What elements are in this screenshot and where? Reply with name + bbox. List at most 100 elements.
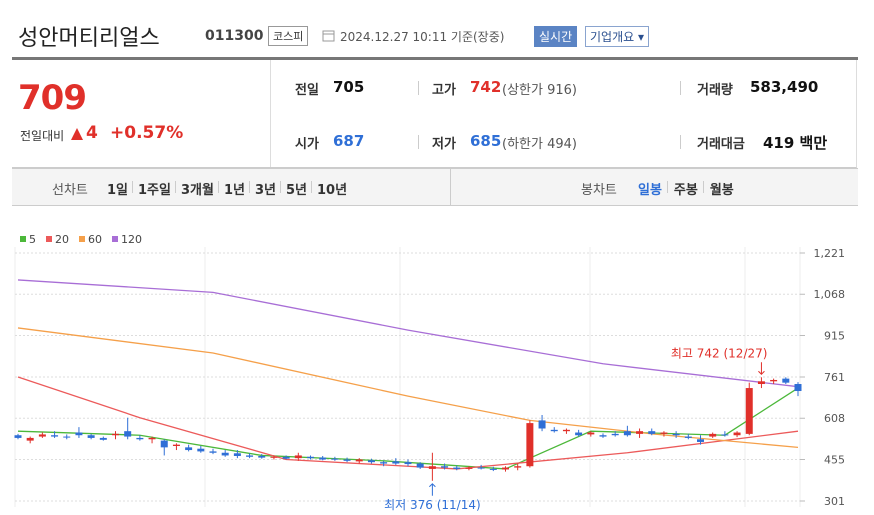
candle-body [684, 436, 692, 438]
legend-label: 120 [121, 233, 142, 246]
tab-sep [311, 181, 312, 193]
legend-label: 5 [29, 233, 36, 246]
tab-label: 선차트 [52, 183, 88, 198]
quote-label: 거래대금 [697, 137, 745, 152]
divider [270, 60, 271, 167]
divider [418, 135, 419, 149]
candle-body [51, 435, 59, 437]
quote-label: 거래량 [697, 83, 733, 98]
candle-body [489, 468, 497, 470]
candle-body [416, 463, 424, 468]
candle-body [636, 431, 644, 434]
candle-body [26, 437, 34, 441]
tab-bar [12, 168, 858, 206]
divider [680, 135, 681, 149]
tab[interactable]: 3개월 [180, 183, 214, 198]
change-label: 전일대비 [20, 129, 65, 143]
tab[interactable]: 주봉 [673, 183, 698, 198]
candle-body [623, 431, 631, 436]
tab[interactable]: 3년 [254, 183, 276, 198]
quote-value: 705 [333, 78, 365, 96]
candle-body [160, 440, 168, 448]
y-tick-label: 301 [824, 495, 845, 508]
candle-body [648, 431, 656, 434]
candle-body [575, 432, 583, 436]
low-arrow [429, 483, 436, 496]
tab-sep [248, 181, 250, 193]
candle-body [733, 432, 741, 436]
candle-body [63, 436, 71, 438]
tab[interactable]: 월봉 [709, 183, 734, 198]
quote-label: 저가 [432, 137, 456, 152]
candle-body [782, 378, 790, 383]
low-annotation: 최저 376 (11/14) [384, 498, 481, 512]
candle-body [355, 459, 363, 462]
tab[interactable]: 일봉 [638, 183, 662, 198]
tab[interactable]: 1년 [223, 183, 245, 198]
market-badge: 코스피 [268, 26, 309, 46]
candle-body [75, 432, 83, 436]
calendar-icon [322, 30, 335, 42]
candle-body [404, 462, 412, 465]
candle-body [587, 432, 595, 435]
divider [418, 81, 419, 95]
quote-value: 742 [470, 78, 502, 96]
quote-label: 전일 [295, 83, 319, 98]
candle-body [465, 467, 473, 469]
candle-body [87, 435, 95, 438]
tab-sep [666, 181, 668, 193]
y-tick-label: 455 [824, 453, 845, 466]
tab[interactable]: 5년 [285, 183, 307, 198]
tab-label: 봉차트 [581, 183, 617, 198]
candle-body [709, 433, 717, 437]
candle-body [380, 462, 388, 464]
candle-body [477, 467, 485, 469]
divider [680, 81, 681, 95]
y-tick-label: 1,221 [814, 247, 846, 260]
high-arrow [758, 362, 765, 375]
candle-body [611, 433, 619, 436]
company-info-button[interactable]: 기업개요 ▾ [585, 26, 650, 47]
candle-body [148, 437, 156, 440]
tab[interactable]: 1일 [107, 183, 129, 198]
candle-body [428, 466, 436, 469]
candle-body [441, 466, 449, 468]
candle-body [172, 444, 180, 447]
price: 709 [18, 78, 87, 118]
y-tick-label: 608 [824, 412, 845, 425]
high-annotation: 최고 742 (12/27) [671, 346, 768, 360]
candle-body [526, 423, 534, 467]
company-info-text: 기업개요 [590, 30, 635, 44]
change-pct: +0.57% [110, 123, 184, 143]
tab[interactable]: 10년 [317, 183, 348, 198]
candle-body [282, 456, 290, 459]
candle-body [185, 447, 193, 451]
candle-body [538, 420, 546, 429]
stock-code: 011300 [205, 28, 264, 44]
tab-sep [702, 181, 704, 193]
quote-value: 687 [333, 132, 365, 150]
candle-body [562, 429, 570, 432]
ma-line [17, 279, 799, 388]
candle-body [794, 384, 802, 392]
candle-body [38, 434, 46, 437]
realtime-badge[interactable]: 실시간 [534, 26, 578, 47]
candle-body [112, 433, 119, 436]
tab-sep [279, 181, 281, 193]
chart: 1,221 1,068 915 761 608 455 301 5 20 60 120 최고 742 … [12, 207, 858, 515]
legend-swatch [79, 236, 85, 242]
quote-value: 419 백만 [763, 134, 828, 152]
y-tick-label: 761 [824, 371, 845, 384]
candle-body [270, 456, 278, 458]
candle-body [599, 435, 607, 437]
tab[interactable]: 1주일 [138, 183, 171, 198]
candle-body [307, 456, 314, 459]
candle-body [258, 455, 266, 458]
stock-name: 성안머티리얼스 [18, 26, 160, 51]
up-arrow [71, 128, 83, 140]
candle-body [99, 437, 107, 440]
candle-body [770, 379, 778, 382]
legend-label: 60 [88, 233, 102, 246]
candle-body [453, 467, 461, 469]
